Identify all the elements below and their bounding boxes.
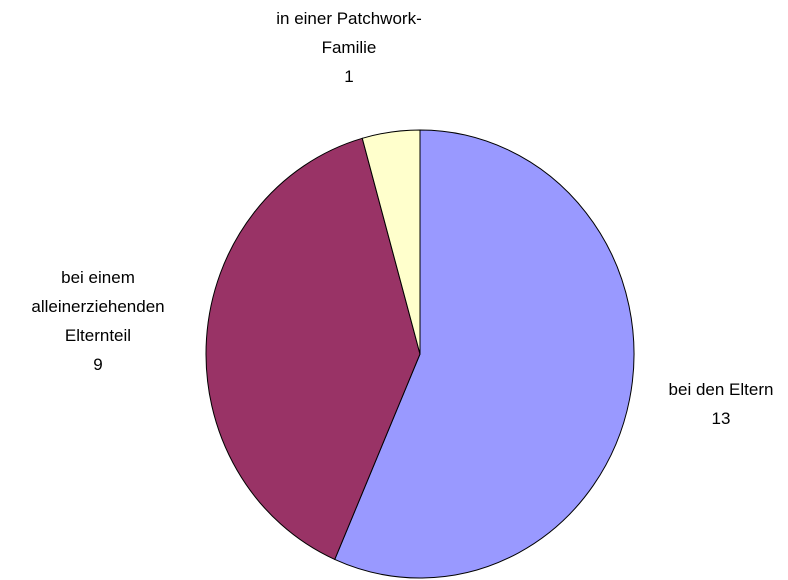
slice-2-category-label: bei einem [61, 268, 135, 287]
slice-2-category-label: alleinerziehenden [31, 297, 164, 316]
pie-slice-1 [334, 129, 635, 579]
slice-2-category-label: Elternteil [65, 326, 131, 345]
pie-slice-2 [205, 137, 421, 561]
slice-3-category-label: Familie [322, 38, 377, 57]
slice-1-value-label: 13 [712, 409, 731, 428]
slice-3-category-label: in einer Patchwork- [276, 9, 422, 28]
slice-3-value-label: 1 [344, 67, 353, 86]
slice-2-value-label: 9 [93, 355, 102, 374]
slice-1-category-label: bei den Eltern [669, 380, 774, 399]
pie-slice-3 [361, 129, 421, 355]
